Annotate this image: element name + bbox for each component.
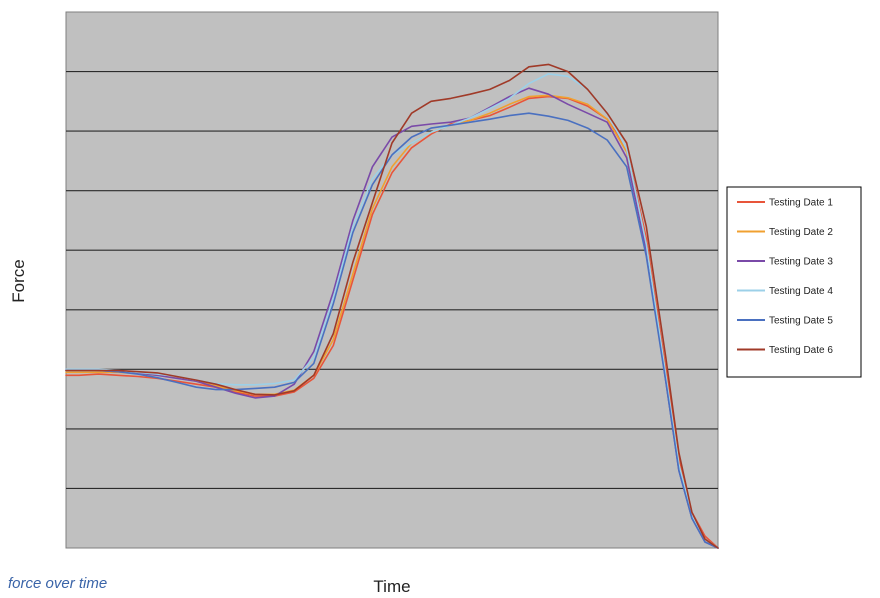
legend-label: Testing Date 1: [769, 198, 833, 209]
legend-label: Testing Date 3: [769, 257, 833, 268]
legend-label: Testing Date 2: [769, 227, 833, 238]
legend-box: [726, 186, 862, 378]
legend-label: Testing Date 6: [769, 345, 833, 356]
series-line-5: [65, 112, 719, 549]
series-lines: [65, 63, 719, 549]
series-line-3: [65, 87, 719, 549]
legend-label: Testing Date 5: [769, 316, 833, 327]
legend-label: Testing Date 4: [769, 286, 833, 297]
gridlines: [66, 71, 718, 489]
legend: Testing Date 1 Testing Date 2 Testing Date…: [726, 186, 862, 378]
y-axis-label: Force: [9, 259, 28, 302]
plot-area: [65, 11, 719, 549]
x-axis-label: Time: [373, 577, 410, 596]
figure-caption: force over time: [8, 575, 108, 592]
series-line-6: [65, 63, 719, 549]
